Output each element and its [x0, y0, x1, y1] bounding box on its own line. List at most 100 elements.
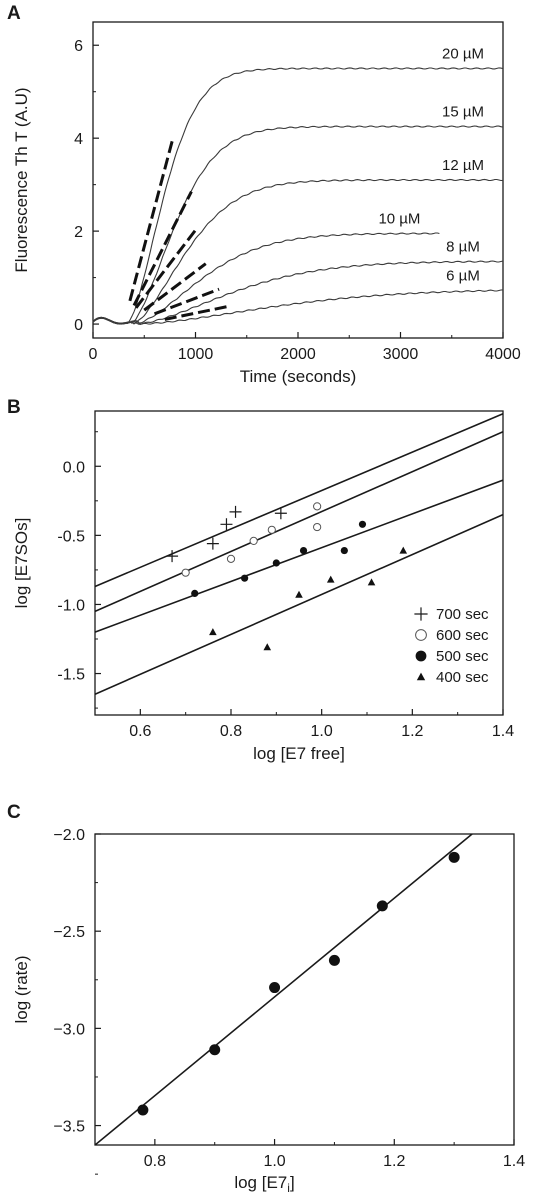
panel-c-point-3 — [328, 954, 340, 966]
panel-a-trace-5 — [92, 289, 504, 326]
panel-b-x-tick-label: 1.4 — [492, 723, 514, 740]
panel-c-y-tick-label: −3.5 — [53, 1119, 85, 1136]
panel-a-series-label: 8 µM — [446, 238, 480, 255]
panel-a-trace-4 — [92, 260, 504, 325]
panel-b-fit-line-1 — [95, 430, 503, 613]
panel-b-point-1-0 — [181, 568, 190, 577]
panel-a-series-label: 6 µM — [446, 267, 480, 284]
panel-b-fit-line-0 — [95, 413, 503, 588]
panel-b-point-1-5 — [313, 502, 322, 511]
panel-b-point-1-2 — [249, 536, 258, 545]
panel-b-point-1-3 — [267, 525, 276, 534]
panel-c-y-axis-label: log (rate) — [12, 955, 31, 1023]
panel-a-y-tick-label: 2 — [74, 224, 83, 241]
panel-a-x-axis-label: Time (seconds) — [240, 367, 357, 386]
panel-c-y-tick-label: −2.5 — [53, 924, 85, 941]
panel-a-series-label: 12 µM — [442, 157, 484, 174]
panel-a-letter: A — [7, 3, 21, 24]
panel-b-legend-marker-1 — [415, 629, 427, 641]
panel-b-y-axis-label: log [E7SOs] — [12, 518, 31, 609]
panel-c-x-axis-label-subscript: i — [287, 1181, 290, 1195]
panel-b-legend-label-0: 700 sec — [436, 606, 489, 623]
panel-b-y-tick-label: -1.0 — [57, 597, 85, 614]
panel-a-x-tick-label: 1000 — [178, 346, 214, 363]
panel-b-x-tick-label: 0.8 — [220, 723, 242, 740]
panel-b-point-0-0 — [166, 550, 179, 563]
panel-b-point-3-1 — [263, 643, 272, 651]
panel-b-x-tick-label: 0.6 — [129, 723, 151, 740]
panel-a-x-tick-label: 2000 — [280, 346, 316, 363]
panel-a-trace-3 — [92, 232, 440, 325]
panel-c-x-tick-label: 1.4 — [503, 1153, 525, 1170]
panel-b-legend-label-1: 600 sec — [436, 627, 489, 644]
panel-b-point-0-3 — [229, 505, 242, 518]
panel-c-x-tick-label: 0.8 — [144, 1153, 166, 1170]
panel-b-y-tick-label: -1.5 — [57, 667, 85, 684]
panel-b-point-2-3 — [299, 546, 308, 555]
panel-b-point-3-4 — [367, 578, 376, 586]
panel-b-point-2-5 — [358, 520, 367, 528]
panel-c-point-4 — [376, 900, 388, 912]
panel-c-x-axis-label-suffix: ] — [290, 1173, 295, 1192]
panel-c-point-1 — [209, 1044, 221, 1056]
panel-c-plot-frame — [94, 833, 515, 1146]
panel-b-legend-marker-0 — [414, 607, 428, 621]
panel-b-point-2-0 — [191, 589, 199, 598]
panel-a-y-axis-label: Fluorescence Th T (A.U) — [12, 87, 31, 272]
panel-b-plot-frame — [94, 410, 504, 716]
panel-a-series-label: 20 µM — [442, 45, 484, 62]
panel-b-point-3-5 — [399, 546, 408, 554]
panel-b-legend-label-3: 400 sec — [436, 669, 489, 686]
panel-a-series-label: 10 µM — [378, 210, 420, 227]
panel-b-y-tick-label: 0.0 — [63, 459, 85, 476]
panel-b-point-2-2 — [272, 559, 280, 567]
panel-a-x-tick-label: 0 — [89, 346, 98, 363]
panel-c-y-tick-label: −2.0 — [53, 827, 85, 844]
panel-b-point-0-1 — [206, 537, 219, 550]
panel-a-trace-2 — [92, 178, 504, 325]
panel-a-y-tick-label: 0 — [74, 317, 83, 334]
panel-b-legend-label-2: 500 sec — [436, 648, 489, 665]
panel-c-point-0 — [137, 1104, 149, 1116]
panel-c-point-5 — [448, 851, 460, 863]
panel-a-y-tick-label: 4 — [74, 131, 83, 148]
panel-a-trace-1 — [92, 125, 504, 325]
panel-b-point-2-1 — [241, 574, 249, 582]
panel-a-series-label: 15 µM — [442, 104, 484, 121]
panel-c-x-axis-label: log [E7i] — [234, 1173, 294, 1195]
panel-c-y-tick-label: −3.0 — [53, 1021, 85, 1038]
panel-a-initial-rate-fit-5 — [164, 304, 229, 321]
panel-b-point-3-0 — [209, 628, 217, 636]
panel-b-letter: B — [7, 397, 21, 418]
panel-c-point-2 — [269, 982, 281, 994]
panel-a-trace-0 — [92, 67, 504, 325]
panel-c-x-tick-label: 1.0 — [263, 1153, 285, 1170]
panel-a-initial-rate-fit-4 — [153, 287, 220, 316]
panel-a-initial-rate-fit-0 — [128, 137, 175, 302]
panel-b-point-2-4 — [340, 546, 348, 555]
panel-b-fit-line-2 — [95, 479, 503, 633]
panel-b-legend-marker-2 — [415, 650, 427, 662]
panel-b-x-axis-label: log [E7 free] — [253, 744, 345, 763]
panel-a-y-tick-label: 6 — [74, 38, 83, 55]
panel-b-y-tick-label: -0.5 — [57, 528, 85, 545]
panel-b-point-1-4 — [313, 522, 322, 532]
panel-a-initial-rate-fit-1 — [132, 190, 193, 307]
panel-b-point-1-1 — [226, 554, 236, 563]
panel-b-point-3-2 — [295, 590, 303, 598]
panel-b-x-tick-label: 1.2 — [401, 723, 423, 740]
panel-a-initial-rate-fit-3 — [143, 262, 207, 312]
panel-a-x-tick-label: 4000 — [485, 346, 521, 363]
panel-c-fit-line — [95, 834, 473, 1145]
panel-b-point-0-4 — [274, 507, 287, 520]
panel-b-legend-marker-3 — [416, 672, 426, 681]
panel-b-x-tick-label: 1.0 — [311, 723, 333, 740]
panel-b-point-0-2 — [220, 518, 233, 531]
panel-c-x-tick-label: 1.2 — [383, 1153, 405, 1170]
panel-b-point-3-3 — [326, 575, 335, 583]
panel-c-letter: C — [7, 802, 21, 823]
panel-a-x-tick-label: 3000 — [383, 346, 419, 363]
panel-b-fit-line-3 — [95, 513, 503, 696]
panel-c-x-axis-label-main: log [E7 — [234, 1173, 287, 1192]
